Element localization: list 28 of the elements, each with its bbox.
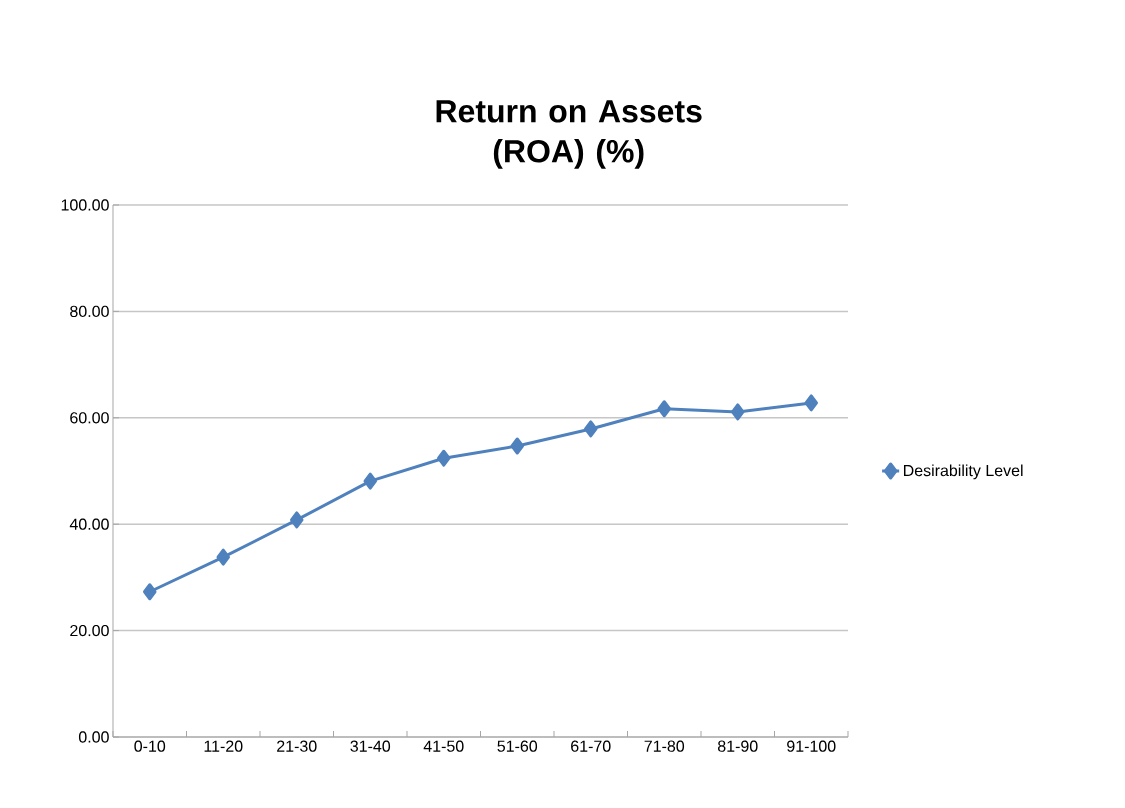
x-tick-label: 81-90 [717, 740, 758, 752]
point [584, 420, 598, 438]
x-tick-label: 61-70 [571, 740, 611, 752]
point [510, 437, 525, 455]
x-tick-label: 31-40 [350, 740, 391, 752]
point [363, 472, 378, 490]
legend-label: Desirability Level [903, 464, 1023, 480]
x-tick-label: 41-50 [423, 740, 464, 752]
x-tick-label: 11-20 [204, 740, 243, 752]
point [731, 403, 745, 421]
y-tick-label: 40.00 [69, 518, 109, 530]
point [437, 449, 451, 467]
point [216, 548, 231, 566]
x-tick-label: 21-30 [277, 740, 317, 752]
chart-title: Return on Assets (ROA) (%) [436, 100, 702, 169]
x-tick-label: 91-100 [787, 740, 836, 752]
x-tick-label: 0-10 [134, 740, 166, 752]
point [290, 511, 304, 529]
y-tick-label: 100.00 [61, 199, 109, 211]
y-tick-label: 0.00 [78, 731, 109, 743]
x-tick-label: 71-80 [644, 740, 685, 752]
y-tick-label: 60.00 [70, 412, 109, 424]
point [657, 400, 672, 418]
point [804, 394, 819, 412]
y-tick-label: 80.00 [70, 305, 109, 318]
x-tick-label: 51-60 [497, 740, 538, 752]
y-tick-label: 20.00 [70, 624, 109, 637]
point [143, 583, 157, 601]
